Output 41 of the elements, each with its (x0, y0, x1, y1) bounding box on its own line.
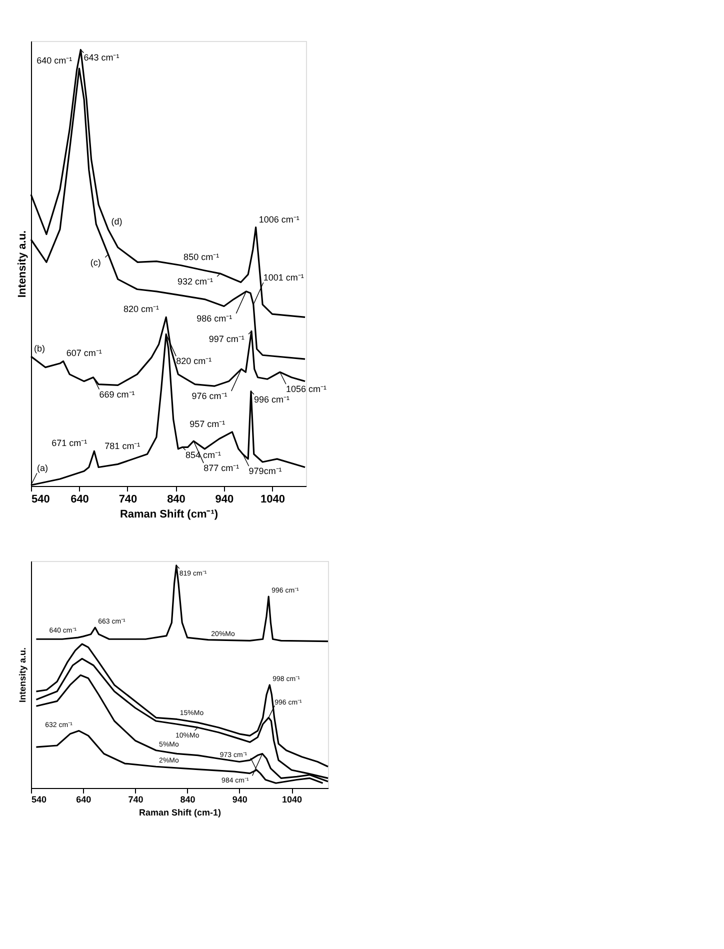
x-tick-label: 740 (118, 494, 138, 506)
annotation: (a) (37, 463, 48, 474)
annotation: 957 cm⁻¹ (190, 418, 226, 429)
annotation: 781 cm⁻¹ (104, 441, 140, 452)
x-tick-label: 740 (128, 794, 144, 804)
annotation: (d) (111, 216, 122, 226)
annotation: 997 cm⁻¹ (208, 334, 244, 344)
x-tick-label: 940 (232, 794, 248, 804)
annotation: 850 cm⁻¹ (184, 252, 220, 262)
x-tick-label: 540 (32, 794, 47, 804)
annotation: (c) (90, 257, 101, 268)
annotation: 669 cm⁻¹ (99, 389, 135, 400)
y-axis-title: Intensity a.u. (16, 230, 28, 298)
annotation: 820 cm⁻¹ (176, 356, 212, 366)
x-tick-label: 640 (76, 794, 92, 804)
annotation: 643 cm⁻¹ (84, 52, 120, 63)
x-axis-title: Raman Shift (cm⁻¹) (120, 508, 218, 520)
x-tick-label: 1040 (282, 794, 302, 804)
annotation: 986 cm⁻¹ (196, 313, 232, 324)
annotation: 640 cm⁻¹ (36, 55, 72, 66)
x-tick-label: 940 (215, 494, 234, 506)
annotation: 1001 cm⁻¹ (263, 272, 304, 283)
x-axis-title: Raman Shift (cm-1) (138, 808, 222, 818)
annotation: 820 cm⁻¹ (123, 304, 160, 314)
x-tick-label: 540 (32, 494, 50, 506)
annotation: (b) (34, 343, 45, 354)
x-tick-label: 840 (167, 494, 186, 506)
annotation: 607 cm⁻¹ (66, 348, 102, 358)
annotation: 1006 cm⁻¹ (258, 214, 300, 224)
x-tick-label: 840 (180, 794, 196, 804)
y-axis-title: Intensity a.u. (18, 647, 28, 703)
x-tick-label: 640 (70, 494, 89, 506)
annotation: 1056 cm⁻¹ (286, 384, 326, 394)
annotation: 932 cm⁻¹ (178, 276, 214, 287)
annotation: 996 cm⁻¹ (254, 394, 290, 404)
annotation: 671 cm⁻¹ (52, 438, 88, 448)
annotation: 877 cm⁻¹ (204, 463, 240, 474)
annotation: 979cm⁻¹ (248, 466, 282, 476)
annotation: 854 cm⁻¹ (185, 450, 222, 460)
x-tick-label: 1040 (260, 494, 285, 506)
annotation: 976 cm⁻¹ (192, 391, 228, 402)
